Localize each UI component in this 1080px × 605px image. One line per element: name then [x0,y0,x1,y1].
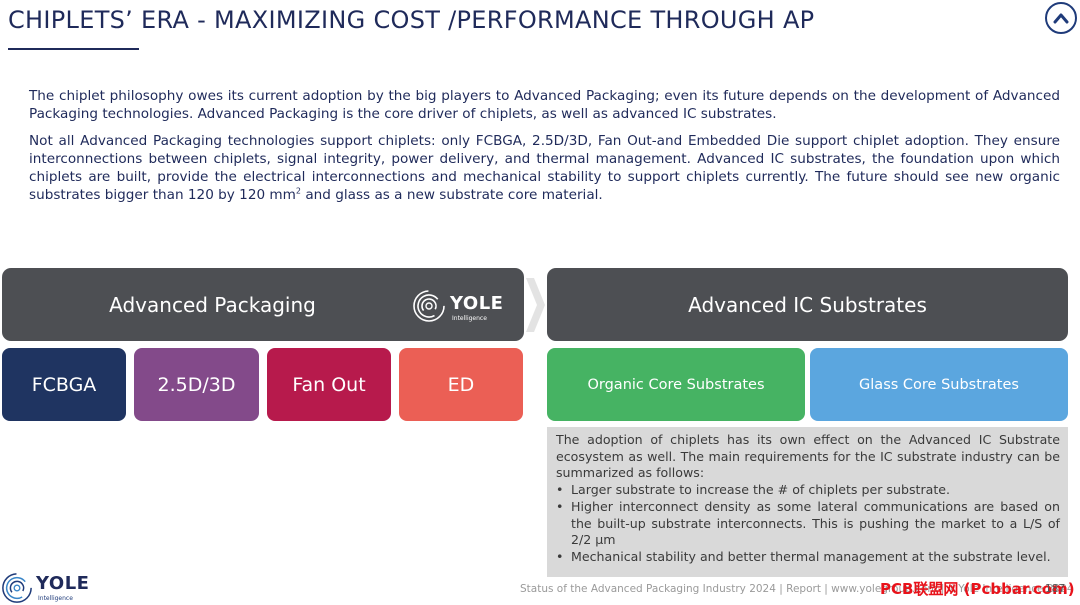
footer-logo-word: YOLE [36,572,90,594]
tile-organic-core-substrates: Organic Core Substrates [547,348,805,421]
info-intro-text: The adoption of chiplets has its own eff… [556,432,1060,481]
chevron-up-icon [1053,13,1069,24]
tile-2-5d-3d: 2.5D/3D [134,348,259,421]
advanced-packaging-label: Advanced Packaging [109,292,316,317]
footer-logo-subtext: Intelligence [38,594,73,602]
list-item: Larger substrate to increase the # of ch… [556,482,1060,499]
yole-logo-subtext: Intelligence [452,315,487,322]
tile-glass-core-substrates: Glass Core Substrates [810,348,1068,421]
tile-2-5d-3d-label: 2.5D/3D [157,373,236,396]
tile-ed-label: ED [447,373,475,396]
tile-fcbga: FCBGA [2,348,126,421]
advanced-ic-substrates-label: Advanced IC Substrates [688,292,927,317]
superscript-two: 2 [295,186,302,196]
detail-paragraph-end: and glass as a new substrate core materi… [301,187,603,203]
chevron-right-arrow-icon [526,278,545,332]
tile-fan-out: Fan Out [267,348,391,421]
page-title: CHIPLETS’ ERA - MAXIMIZING COST /PERFORM… [8,6,815,34]
tile-organic-label: Organic Core Substrates [587,376,765,393]
tile-glass-label: Glass Core Substrates [859,376,1019,393]
tile-fcbga-label: FCBGA [31,373,97,396]
tile-fan-out-label: Fan Out [292,373,366,396]
detail-paragraph-text: Not all Advanced Packaging technologies … [29,133,1060,203]
list-item: Higher interconnect density as some late… [556,499,1060,549]
advanced-packaging-header: Advanced Packaging YOLE Intelligence [2,268,524,341]
yole-swirl-icon [2,573,32,603]
title-underline [8,48,139,50]
yole-logo: YOLE Intelligence [412,290,503,322]
footer-yole-logo: YOLE Intelligence [1,572,89,604]
list-item: Mechanical stability and better thermal … [556,549,1060,566]
yole-logo-word: YOLE [450,293,504,314]
substrate-requirements-box: The adoption of chiplets has its own eff… [547,427,1068,577]
yole-swirl-icon [413,290,445,322]
tile-ed: ED [399,348,523,421]
footer-source-text: Status of the Advanced Packaging Industr… [520,583,1074,595]
watermark-text: PCB联盟网 (Pcbbar.com) [880,580,1075,598]
nav-up-button[interactable] [1045,2,1077,34]
requirements-list: Larger substrate to increase the # of ch… [556,482,1060,566]
page-number: 187 [1045,583,1066,595]
advanced-ic-substrates-header: Advanced IC Substrates [547,268,1068,341]
detail-paragraph: Not all Advanced Packaging technologies … [29,132,1060,204]
intro-paragraph: The chiplet philosophy owes its current … [29,88,1060,122]
